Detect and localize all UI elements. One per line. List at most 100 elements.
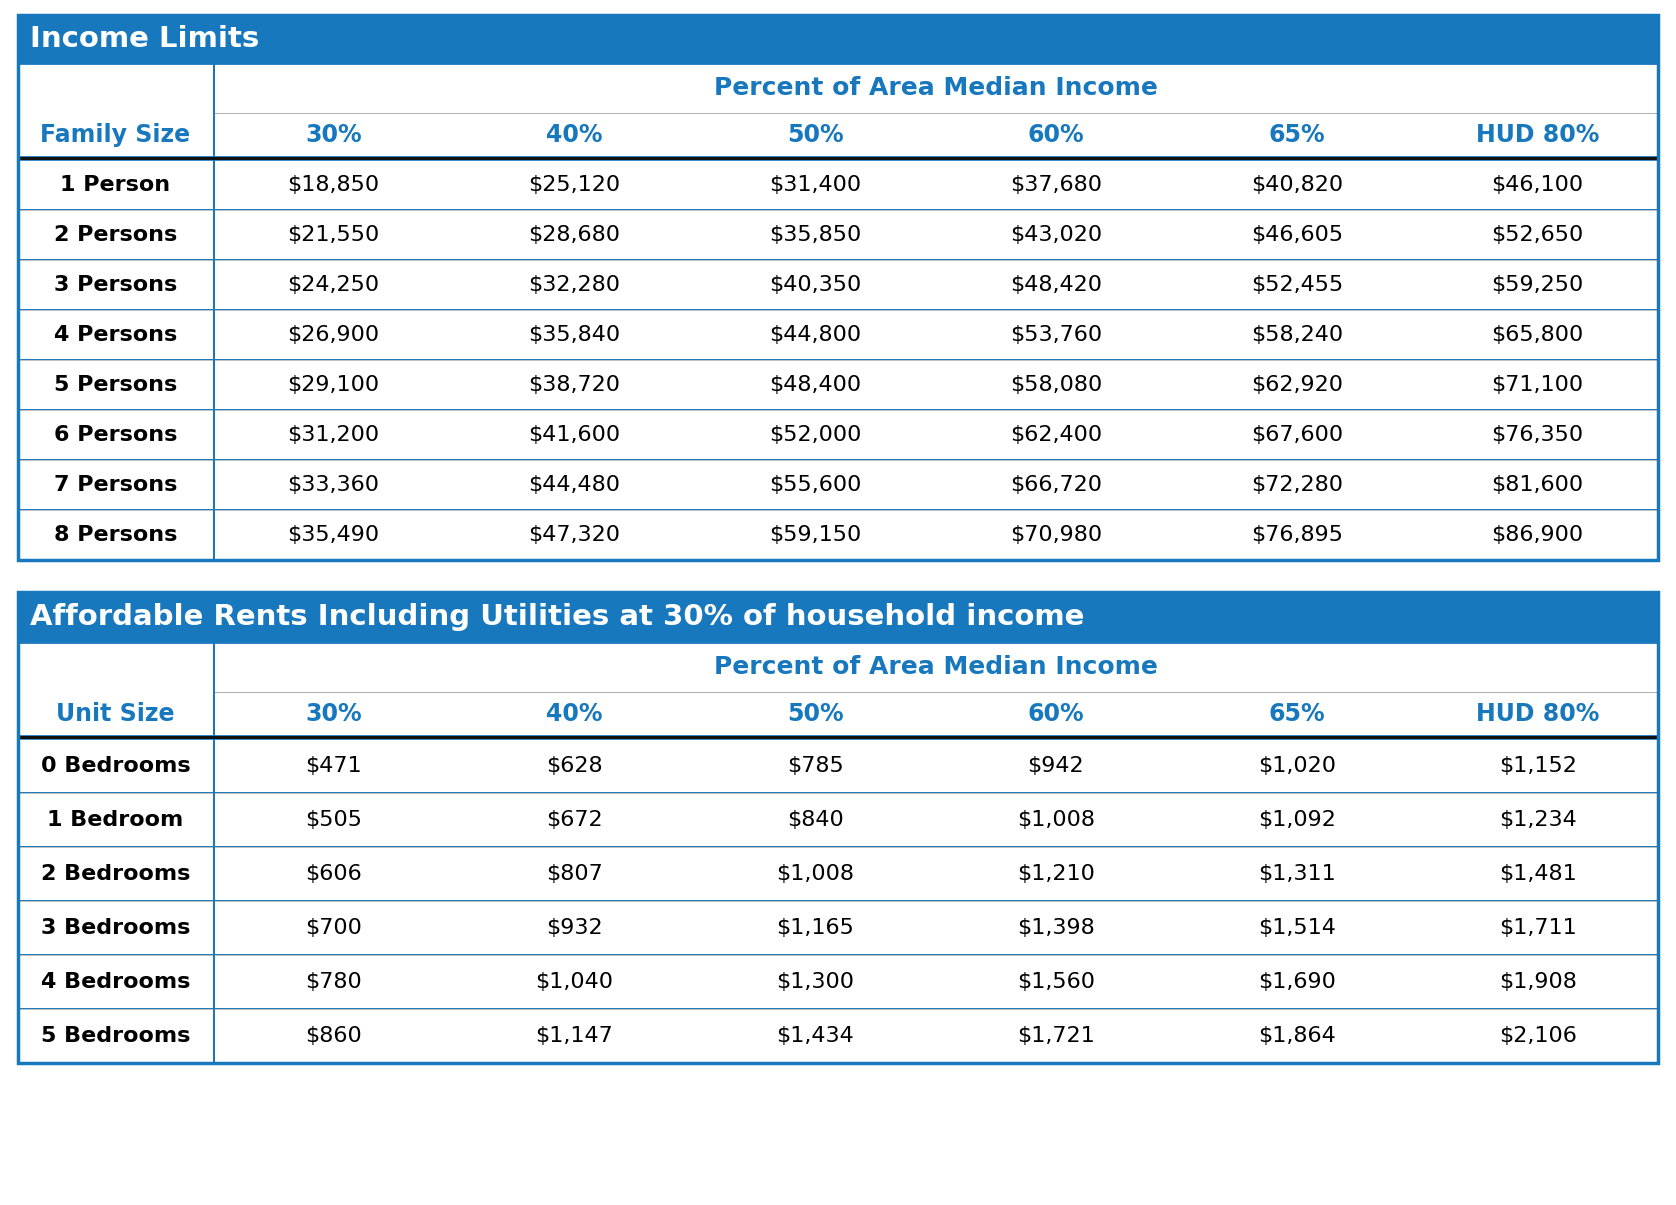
Text: Percent of Area Median Income: Percent of Area Median Income [714, 656, 1158, 678]
Text: $43,020: $43,020 [1011, 225, 1103, 245]
Text: $1,721: $1,721 [1017, 1025, 1094, 1046]
Text: $52,000: $52,000 [769, 425, 861, 445]
Text: $40,350: $40,350 [769, 275, 861, 295]
Text: $1,008: $1,008 [1017, 810, 1094, 830]
Bar [18, 310, 1658, 360]
Text: $1,165: $1,165 [776, 918, 855, 937]
Text: $1,008: $1,008 [776, 864, 855, 884]
Text: $505: $505 [305, 810, 362, 830]
Text: $58,240: $58,240 [1250, 325, 1342, 345]
Bar [18, 160, 1658, 210]
Text: 0 Bedrooms: 0 Bedrooms [40, 756, 191, 776]
Bar [18, 793, 1658, 847]
Text: $26,900: $26,900 [287, 325, 379, 345]
Text: $1,481: $1,481 [1498, 864, 1577, 884]
Text: $21,550: $21,550 [287, 225, 379, 245]
Text: 8 Persons: 8 Persons [54, 525, 178, 545]
Text: 40%: 40% [546, 703, 602, 725]
Text: $942: $942 [1027, 756, 1084, 776]
Text: 3 Bedrooms: 3 Bedrooms [40, 918, 189, 937]
Text: $1,514: $1,514 [1257, 918, 1336, 937]
Text: 30%: 30% [305, 703, 362, 725]
Text: 65%: 65% [1269, 123, 1326, 147]
Text: $48,420: $48,420 [1011, 275, 1101, 295]
Text: $62,920: $62,920 [1250, 375, 1342, 395]
Text: $471: $471 [305, 756, 362, 776]
Bar [18, 157, 1658, 160]
Text: 2 Persons: 2 Persons [54, 225, 178, 245]
Bar [18, 642, 1658, 736]
Text: 4 Persons: 4 Persons [54, 325, 178, 345]
Text: $76,895: $76,895 [1250, 525, 1342, 545]
Text: $1,560: $1,560 [1017, 972, 1094, 992]
Bar [18, 14, 1658, 63]
Text: HUD 80%: HUD 80% [1477, 123, 1599, 147]
Text: $1,398: $1,398 [1017, 918, 1094, 937]
Text: $76,350: $76,350 [1492, 425, 1584, 445]
Text: $44,800: $44,800 [769, 325, 861, 345]
Text: $1,020: $1,020 [1257, 756, 1336, 776]
Text: $31,400: $31,400 [769, 175, 861, 195]
Bar [18, 1009, 1658, 1063]
Text: $48,400: $48,400 [769, 375, 861, 395]
Text: $1,908: $1,908 [1498, 972, 1577, 992]
Text: $780: $780 [305, 972, 362, 992]
Text: $52,455: $52,455 [1250, 275, 1342, 295]
Text: $1,210: $1,210 [1017, 864, 1094, 884]
Text: $31,200: $31,200 [287, 425, 379, 445]
Text: $700: $700 [305, 918, 362, 937]
Text: 6 Persons: 6 Persons [54, 425, 178, 445]
Text: $71,100: $71,100 [1492, 375, 1584, 395]
Text: $1,434: $1,434 [776, 1025, 855, 1046]
Text: $62,400: $62,400 [1011, 425, 1103, 445]
Text: 1 Person: 1 Person [60, 175, 171, 195]
Text: $1,864: $1,864 [1259, 1025, 1336, 1046]
Bar [18, 739, 1658, 793]
Text: $932: $932 [546, 918, 603, 937]
Text: 1 Bedroom: 1 Bedroom [47, 810, 184, 830]
Bar [18, 510, 1658, 560]
Bar [18, 736, 1658, 739]
Text: $1,311: $1,311 [1259, 864, 1336, 884]
Text: 65%: 65% [1269, 703, 1326, 725]
Text: Percent of Area Median Income: Percent of Area Median Income [714, 76, 1158, 100]
Text: Unit Size: Unit Size [57, 703, 174, 725]
Text: $628: $628 [546, 756, 603, 776]
Text: $807: $807 [546, 864, 603, 884]
Text: $55,600: $55,600 [769, 475, 861, 495]
Text: $67,600: $67,600 [1250, 425, 1342, 445]
Text: $35,850: $35,850 [769, 225, 861, 245]
Text: 30%: 30% [305, 123, 362, 147]
Text: $66,720: $66,720 [1011, 475, 1101, 495]
Text: $1,690: $1,690 [1257, 972, 1336, 992]
Text: $1,300: $1,300 [776, 972, 855, 992]
Text: $25,120: $25,120 [528, 175, 620, 195]
Text: $1,234: $1,234 [1498, 810, 1577, 830]
Text: $1,152: $1,152 [1498, 756, 1577, 776]
Text: $65,800: $65,800 [1492, 325, 1584, 345]
Text: $840: $840 [786, 810, 843, 830]
Text: Family Size: Family Size [40, 123, 191, 147]
Text: $28,680: $28,680 [528, 225, 620, 245]
Text: 40%: 40% [546, 123, 602, 147]
Text: $35,840: $35,840 [528, 325, 620, 345]
Text: $59,150: $59,150 [769, 525, 861, 545]
Bar [18, 956, 1658, 1009]
Text: $29,100: $29,100 [287, 375, 379, 395]
Text: $44,480: $44,480 [528, 475, 620, 495]
Text: $32,280: $32,280 [528, 275, 620, 295]
Text: $53,760: $53,760 [1011, 325, 1103, 345]
Text: 50%: 50% [786, 703, 843, 725]
Text: $606: $606 [305, 864, 362, 884]
Text: $72,280: $72,280 [1250, 475, 1342, 495]
Bar [18, 901, 1658, 956]
Text: $1,711: $1,711 [1498, 918, 1577, 937]
Text: $70,980: $70,980 [1011, 525, 1103, 545]
Text: $1,147: $1,147 [535, 1025, 613, 1046]
Text: $38,720: $38,720 [528, 375, 620, 395]
Text: $40,820: $40,820 [1250, 175, 1342, 195]
Text: 7 Persons: 7 Persons [54, 475, 178, 495]
Bar [18, 260, 1658, 310]
Bar [18, 63, 1658, 157]
Bar [18, 210, 1658, 260]
